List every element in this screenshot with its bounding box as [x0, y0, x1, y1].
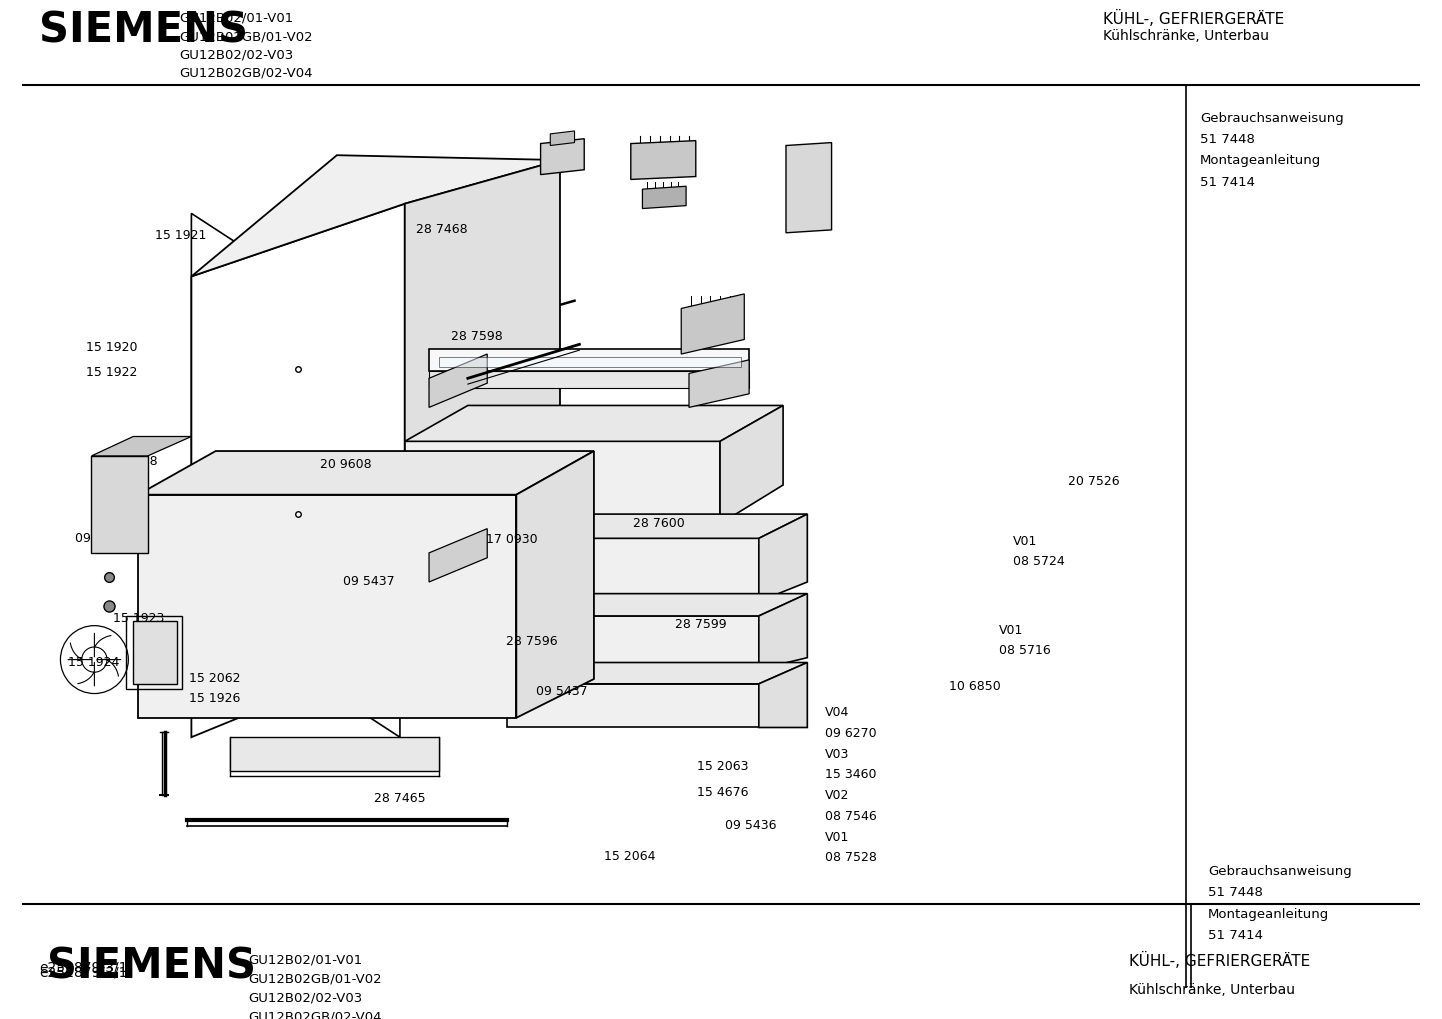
Polygon shape [405, 441, 720, 524]
Polygon shape [192, 155, 559, 276]
Text: GU12B02/02-V03: GU12B02/02-V03 [179, 49, 293, 61]
Text: 51 7414: 51 7414 [1200, 175, 1255, 189]
Polygon shape [405, 160, 559, 650]
Text: 28 7596: 28 7596 [506, 635, 557, 648]
Polygon shape [541, 139, 584, 174]
Text: V04: V04 [825, 706, 849, 719]
Text: 15 1923: 15 1923 [112, 612, 164, 626]
Text: SIEMENS: SIEMENS [39, 10, 248, 52]
Text: V01: V01 [825, 830, 849, 844]
Polygon shape [138, 451, 594, 494]
Text: 51 7414: 51 7414 [1208, 929, 1263, 942]
Text: GU12B02/01-V01: GU12B02/01-V01 [179, 11, 293, 24]
Text: 17 0930: 17 0930 [486, 533, 538, 546]
Polygon shape [506, 684, 758, 728]
Text: 28 7600: 28 7600 [633, 518, 685, 530]
Text: 20 7526: 20 7526 [1069, 475, 1119, 488]
Text: 09 5438: 09 5438 [105, 455, 157, 468]
Text: 08 5716: 08 5716 [999, 644, 1051, 657]
Polygon shape [430, 350, 750, 371]
Text: 28 7599: 28 7599 [675, 619, 727, 631]
Text: 51 7448: 51 7448 [1208, 887, 1263, 899]
Text: 09 6270: 09 6270 [825, 727, 877, 740]
Polygon shape [720, 406, 783, 524]
Text: e251879-3/1: e251879-3/1 [39, 965, 127, 979]
Text: V02: V02 [825, 789, 849, 802]
Polygon shape [758, 594, 808, 669]
Text: 15 2062: 15 2062 [189, 672, 241, 685]
Text: GU12B02GB/01-V02: GU12B02GB/01-V02 [179, 31, 313, 43]
Polygon shape [506, 662, 808, 684]
Polygon shape [91, 455, 147, 553]
Text: GU12B02GB/02-V04: GU12B02GB/02-V04 [248, 1011, 382, 1019]
Text: Montageanleitung: Montageanleitung [1200, 154, 1321, 167]
Text: 15 1924: 15 1924 [68, 656, 120, 668]
Text: GU12B02GB/01-V02: GU12B02GB/01-V02 [248, 973, 382, 985]
Polygon shape [430, 354, 487, 408]
Polygon shape [689, 360, 750, 408]
Text: 08 7528: 08 7528 [825, 852, 877, 864]
Polygon shape [643, 186, 686, 209]
Text: 15 1922: 15 1922 [87, 366, 137, 379]
Text: 20 9608: 20 9608 [320, 459, 371, 471]
Text: 15 2063: 15 2063 [698, 759, 748, 772]
Polygon shape [91, 436, 192, 455]
Text: e251879-3/1: e251879-3/1 [39, 960, 127, 974]
Text: KÜHL-, GEFRIERGERÄTE: KÜHL-, GEFRIERGERÄTE [1103, 10, 1285, 26]
Text: 10 6850: 10 6850 [949, 681, 1001, 694]
Text: 09 5437: 09 5437 [343, 575, 395, 588]
Text: Kühlschränke, Unterbau: Kühlschränke, Unterbau [1103, 30, 1269, 43]
Polygon shape [506, 515, 808, 538]
Polygon shape [786, 143, 832, 232]
Polygon shape [192, 204, 405, 737]
Polygon shape [758, 662, 808, 728]
Polygon shape [758, 515, 808, 601]
Text: SIEMENS: SIEMENS [46, 946, 255, 987]
Text: Gebrauchsanweisung: Gebrauchsanweisung [1200, 111, 1344, 124]
Text: 15 1921: 15 1921 [154, 228, 206, 242]
Polygon shape [138, 494, 516, 717]
Text: Gebrauchsanweisung: Gebrauchsanweisung [1208, 865, 1351, 877]
Text: GU12B02/02-V03: GU12B02/02-V03 [248, 991, 362, 1005]
Text: 28 7598: 28 7598 [451, 329, 503, 342]
Text: 09 3110: 09 3110 [75, 532, 127, 545]
Polygon shape [430, 529, 487, 582]
Text: 09 5436: 09 5436 [725, 819, 777, 832]
Text: V03: V03 [825, 748, 849, 760]
Text: 15 3460: 15 3460 [825, 768, 875, 782]
Text: 08 7546: 08 7546 [825, 810, 877, 823]
Polygon shape [438, 357, 741, 367]
Text: Montageanleitung: Montageanleitung [1208, 908, 1330, 920]
Text: KÜHL-, GEFRIERGERÄTE: KÜHL-, GEFRIERGERÄTE [1129, 952, 1311, 969]
Text: 09 5437: 09 5437 [536, 686, 588, 698]
Text: Kühlschränke, Unterbau: Kühlschränke, Unterbau [1129, 983, 1295, 998]
Text: 51 7448: 51 7448 [1200, 132, 1255, 146]
Polygon shape [231, 737, 438, 771]
Polygon shape [133, 621, 177, 684]
Text: V01: V01 [999, 624, 1024, 637]
Polygon shape [430, 371, 750, 388]
Text: 15 2064: 15 2064 [604, 851, 655, 863]
Text: GU12B02/01-V01: GU12B02/01-V01 [248, 954, 362, 967]
Text: 28 7465: 28 7465 [373, 792, 425, 805]
Polygon shape [630, 141, 696, 179]
Text: 08 5724: 08 5724 [1014, 555, 1066, 568]
Polygon shape [506, 594, 808, 615]
Text: 15 1926: 15 1926 [189, 692, 241, 705]
Polygon shape [506, 538, 758, 601]
Text: 15 4676: 15 4676 [698, 787, 748, 799]
Polygon shape [405, 406, 783, 441]
Text: 15 1920: 15 1920 [87, 341, 137, 355]
Text: V01: V01 [1014, 535, 1038, 548]
Text: 28 7468: 28 7468 [417, 223, 467, 235]
Polygon shape [506, 615, 758, 669]
Polygon shape [192, 213, 399, 737]
Text: GU12B02GB/02-V04: GU12B02GB/02-V04 [179, 67, 313, 79]
Polygon shape [516, 451, 594, 717]
Polygon shape [551, 131, 574, 146]
Polygon shape [681, 293, 744, 354]
